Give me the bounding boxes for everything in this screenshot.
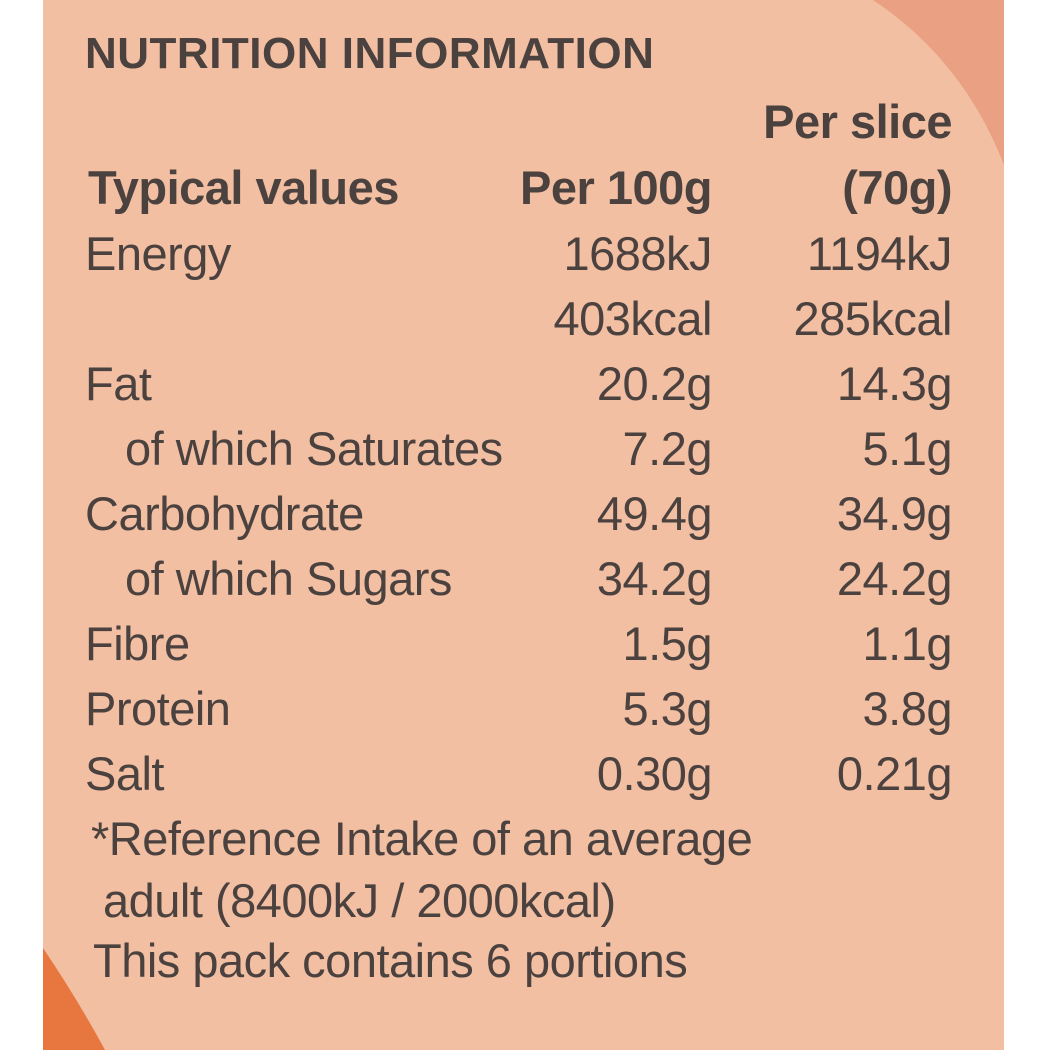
row-label: Fat	[85, 357, 152, 410]
per-slice-value: 5.1g	[862, 422, 953, 475]
row-label: Salt	[85, 747, 165, 800]
row-label: Fibre	[85, 617, 190, 670]
per-100g-value: 5.3g	[622, 682, 713, 735]
per-slice-value: 34.9g	[836, 487, 953, 540]
title: NUTRITION INFORMATION	[85, 29, 655, 78]
per-slice-value: 285kcal	[793, 292, 953, 345]
per-100g-value: 1688kJ	[563, 227, 712, 280]
decorative-shape-top	[873, 0, 1004, 165]
per-slice-value: 0.21g	[836, 747, 953, 800]
footnote-reference-values: adult (8400kJ / 2000kcal)	[103, 874, 616, 927]
row-label: Energy	[85, 227, 231, 280]
label-panel: NUTRITION INFORMATION Per slice Typical …	[43, 0, 1004, 1050]
decorative-shapes	[43, 0, 1004, 1050]
per-100g-value: 0.30g	[596, 747, 713, 800]
per-slice-value: 14.3g	[836, 357, 953, 410]
per-slice-value: 3.8g	[862, 682, 953, 735]
per-100g-value: 403kcal	[553, 292, 713, 345]
footnote-reference-intake: *Reference Intake of an average	[91, 812, 753, 865]
col-header-per-slice: Per slice	[763, 95, 952, 148]
per-slice-value: 1.1g	[862, 617, 953, 670]
col-header-slice-weight: (70g)	[842, 161, 952, 214]
col-header-per-100g: Per 100g	[520, 161, 712, 214]
per-100g-value: 1.5g	[622, 617, 713, 670]
row-label: of which Saturates	[125, 422, 503, 475]
per-100g-value: 7.2g	[622, 422, 713, 475]
portions-note: This pack contains 6 portions	[93, 934, 688, 987]
row-label: of which Sugars	[125, 552, 452, 605]
col-header-typical-values: Typical values	[88, 161, 399, 214]
row-label: Protein	[85, 682, 231, 735]
per-100g-value: 20.2g	[596, 357, 713, 410]
per-100g-value: 49.4g	[596, 487, 713, 540]
decorative-shape-bottom	[43, 948, 105, 1050]
per-slice-value: 1194kJ	[806, 227, 953, 280]
row-label: Carbohydrate	[85, 487, 364, 540]
per-slice-value: 24.2g	[836, 552, 953, 605]
per-100g-value: 34.2g	[596, 552, 713, 605]
